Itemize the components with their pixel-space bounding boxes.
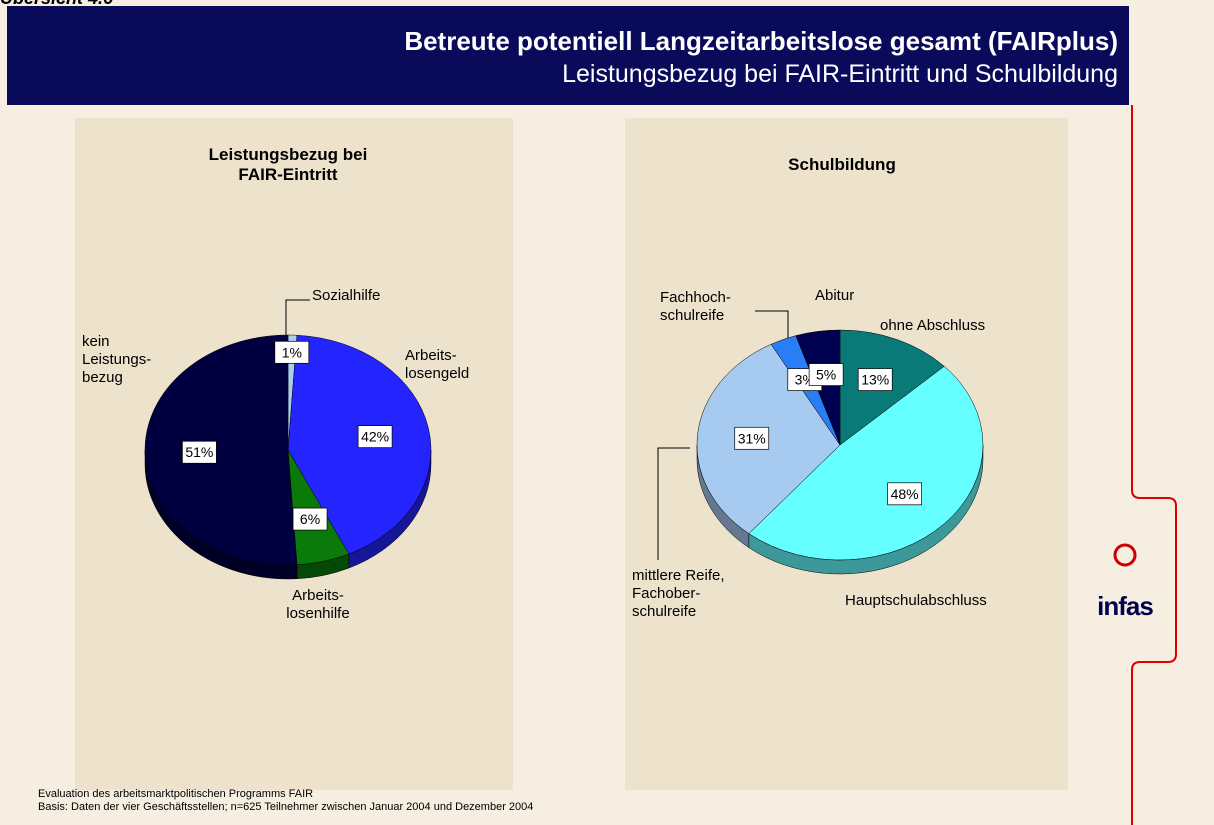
- category-label: Arbeits-losengeld: [405, 347, 469, 382]
- header-subtitle: Leistungsbezug bei FAIR-Eintritt und Sch…: [562, 60, 1118, 88]
- value-label: 51%: [185, 444, 213, 460]
- value-label-box: [857, 368, 893, 391]
- leader-line: [657, 447, 690, 560]
- slide-label: Übersicht 4.6: [0, 0, 114, 8]
- value-label-box: [274, 340, 310, 364]
- chart-title: Leistungsbezug bei FAIR-Eintritt: [209, 145, 368, 184]
- value-label: 13%: [861, 372, 889, 388]
- value-label: 6%: [300, 511, 320, 527]
- category-label: mittlere Reife, Fachober-schulreife: [632, 567, 725, 620]
- header-band: [7, 6, 1129, 105]
- header-title: Betreute potentiell Langzeitarbeitslose …: [404, 26, 1118, 56]
- category-label: Fachhoch-schulreife: [660, 289, 731, 324]
- leader-line: [755, 310, 789, 345]
- category-label: Hauptschulabschluss: [845, 592, 987, 609]
- value-label: 42%: [361, 429, 389, 445]
- value-label-box: [182, 440, 217, 464]
- chart-title: Schulbildung: [788, 155, 896, 174]
- logo: infas: [1097, 591, 1153, 621]
- value-label: 48%: [891, 486, 919, 502]
- category-label: Arbeits-losenhilfe: [286, 587, 349, 622]
- logo-icon: [1113, 543, 1137, 567]
- category-label: ohne Abschluss: [880, 317, 985, 334]
- footer-text: Basis: Daten der vier Geschäftsstellen; …: [38, 801, 533, 813]
- decor-line: [1131, 105, 1177, 825]
- category-label: Sozialhilfe: [312, 287, 380, 304]
- value-label-box: [808, 363, 844, 386]
- value-label-box: [887, 482, 922, 506]
- footer-text: Evaluation des arbeitsmarktpolitischen P…: [38, 788, 313, 800]
- value-label: 31%: [738, 430, 766, 446]
- slice: [748, 365, 984, 561]
- value-label: 1%: [282, 344, 302, 360]
- value-label-box: [734, 426, 770, 450]
- category-label: kein Leistungs-bezug: [82, 333, 151, 386]
- value-label-box: [357, 425, 393, 448]
- slice: [144, 334, 298, 566]
- value-label: 5%: [816, 367, 836, 383]
- leader-line: [285, 299, 310, 341]
- category-label: Abitur: [815, 287, 854, 304]
- value-label-box: [292, 507, 328, 531]
